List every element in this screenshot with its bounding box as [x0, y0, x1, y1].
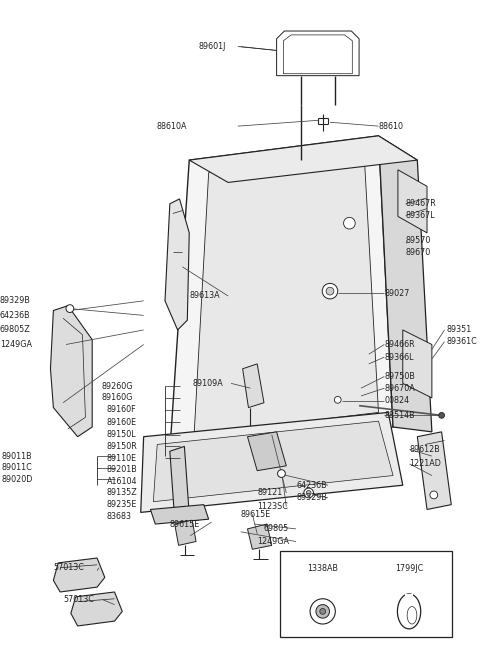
Text: 89235E: 89235E — [107, 500, 137, 509]
Text: 1338AB: 1338AB — [307, 564, 338, 573]
Polygon shape — [398, 170, 427, 233]
Circle shape — [439, 413, 444, 419]
Text: 89570: 89570 — [406, 236, 431, 245]
Circle shape — [430, 491, 438, 499]
Text: 89160F: 89160F — [107, 405, 136, 414]
Text: 89466R: 89466R — [384, 340, 415, 349]
Text: 89260G: 89260G — [102, 382, 133, 391]
Bar — [279, 551, 452, 636]
Ellipse shape — [397, 594, 421, 629]
Polygon shape — [194, 150, 379, 435]
Text: 57013C: 57013C — [63, 595, 94, 604]
Text: 89615E: 89615E — [170, 520, 200, 529]
Polygon shape — [379, 136, 432, 432]
Circle shape — [322, 283, 338, 299]
Text: 89467R: 89467R — [406, 199, 436, 208]
Text: 89612B: 89612B — [409, 445, 440, 454]
Polygon shape — [417, 432, 451, 510]
Circle shape — [277, 470, 285, 478]
Text: 89601J: 89601J — [199, 42, 227, 51]
Polygon shape — [248, 524, 272, 549]
Bar — [405, 594, 413, 602]
Polygon shape — [170, 136, 393, 451]
Polygon shape — [150, 504, 209, 524]
Text: 89613A: 89613A — [189, 291, 220, 300]
Text: 88610A: 88610A — [157, 121, 187, 131]
Text: 64236B: 64236B — [296, 481, 326, 490]
Text: 89670A: 89670A — [384, 384, 415, 393]
Text: 89361C: 89361C — [446, 337, 477, 346]
Polygon shape — [189, 136, 417, 182]
Text: A16104: A16104 — [107, 477, 137, 486]
Circle shape — [66, 304, 74, 312]
Circle shape — [316, 605, 329, 618]
Polygon shape — [153, 421, 393, 502]
Text: 89329B: 89329B — [0, 297, 31, 305]
Text: 89020D: 89020D — [2, 475, 33, 484]
Circle shape — [326, 287, 334, 295]
Text: 69805Z: 69805Z — [0, 325, 31, 335]
Polygon shape — [242, 364, 264, 407]
Ellipse shape — [407, 607, 417, 624]
Text: 83683: 83683 — [107, 512, 132, 521]
Polygon shape — [50, 306, 92, 437]
Text: 89366L: 89366L — [384, 353, 414, 361]
Circle shape — [306, 491, 311, 495]
Text: 00824: 00824 — [384, 396, 409, 405]
Polygon shape — [53, 558, 105, 592]
Text: 89121: 89121 — [257, 489, 282, 497]
Text: 89670: 89670 — [406, 248, 431, 256]
Polygon shape — [141, 413, 403, 512]
Text: 89750B: 89750B — [384, 372, 415, 381]
Text: 89135Z: 89135Z — [107, 489, 137, 497]
Circle shape — [320, 609, 325, 614]
Text: 88610: 88610 — [379, 121, 404, 131]
Polygon shape — [403, 330, 432, 398]
Text: 89027: 89027 — [384, 289, 410, 298]
Text: 89201B: 89201B — [107, 465, 137, 474]
Polygon shape — [276, 31, 359, 75]
Text: 1123SC: 1123SC — [257, 502, 288, 511]
Polygon shape — [71, 592, 122, 626]
Text: 89150L: 89150L — [107, 430, 136, 440]
Text: 1249GA: 1249GA — [257, 537, 289, 546]
Text: 69805: 69805 — [264, 524, 289, 533]
Text: 89351: 89351 — [446, 325, 472, 335]
Circle shape — [335, 396, 341, 403]
Circle shape — [304, 488, 313, 498]
Text: 89160E: 89160E — [107, 418, 137, 426]
Text: 64236B: 64236B — [0, 311, 31, 320]
Polygon shape — [170, 446, 189, 519]
Text: 89329B: 89329B — [296, 493, 327, 502]
Text: 89160G: 89160G — [102, 394, 133, 402]
Text: 89615E: 89615E — [240, 510, 271, 519]
Circle shape — [344, 217, 355, 229]
Text: 89011B: 89011B — [2, 451, 33, 461]
Text: 89109A: 89109A — [192, 379, 223, 388]
Polygon shape — [283, 35, 352, 73]
Text: 1221AD: 1221AD — [409, 459, 442, 468]
Text: 1799JC: 1799JC — [395, 564, 423, 573]
Polygon shape — [248, 432, 286, 470]
Text: 1249GA: 1249GA — [0, 340, 32, 349]
Text: 57013C: 57013C — [53, 564, 84, 572]
Text: 89110E: 89110E — [107, 453, 137, 462]
Polygon shape — [165, 199, 189, 330]
Text: 89367L: 89367L — [406, 211, 435, 220]
Text: 89150R: 89150R — [107, 442, 137, 451]
Polygon shape — [175, 520, 196, 545]
Text: 89011C: 89011C — [2, 463, 33, 472]
Circle shape — [310, 599, 336, 624]
Text: 88514B: 88514B — [384, 411, 415, 420]
